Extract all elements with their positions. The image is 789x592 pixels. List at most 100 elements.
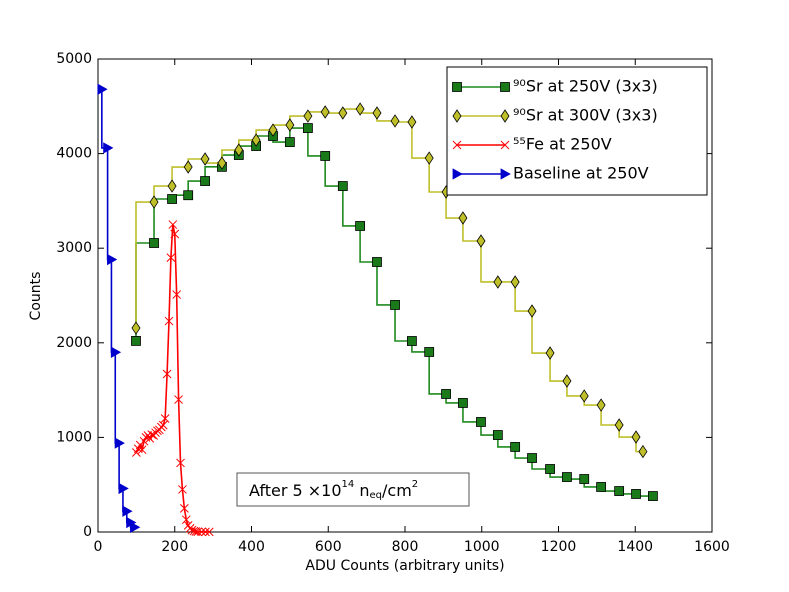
data-point xyxy=(562,472,572,482)
data-point xyxy=(193,527,203,537)
data-point xyxy=(303,109,313,123)
data-point xyxy=(596,482,606,492)
annotation-part: n xyxy=(354,481,369,500)
data-point xyxy=(170,229,180,239)
data-point xyxy=(390,114,400,128)
legend-label: ⁵⁵Fe at 250V xyxy=(513,135,612,154)
data-point xyxy=(167,179,177,193)
data-point xyxy=(458,211,468,225)
data-point xyxy=(562,374,572,388)
legend-marker xyxy=(452,82,462,92)
annotation-part: 2 xyxy=(412,479,418,490)
data-point xyxy=(493,275,503,289)
data-point xyxy=(162,369,172,379)
legend-label: ⁹⁰Sr at 250V (3x3) xyxy=(513,77,658,96)
data-point xyxy=(131,321,141,335)
y-tick-label: 0 xyxy=(83,524,92,540)
data-point xyxy=(103,142,114,154)
annotation-part: eq xyxy=(370,490,383,501)
data-point xyxy=(596,398,606,412)
data-point xyxy=(183,160,193,174)
data-point xyxy=(284,137,295,147)
data-point xyxy=(545,346,555,360)
data-point xyxy=(204,527,214,537)
data-point xyxy=(197,527,206,537)
x-tick-label: 1400 xyxy=(617,539,653,555)
annotation: After 5 ×1014 neq/cm2 xyxy=(249,479,418,501)
legend-marker xyxy=(452,140,462,150)
data-point xyxy=(320,105,330,119)
x-tick-label: 1000 xyxy=(464,539,500,555)
data-point xyxy=(110,346,122,358)
data-point xyxy=(545,464,555,474)
data-point xyxy=(407,336,417,346)
data-point xyxy=(320,151,331,161)
legend-marker xyxy=(452,168,463,180)
data-point xyxy=(424,347,435,357)
data-point xyxy=(510,275,520,289)
y-tick-label: 1000 xyxy=(56,429,92,445)
y-tick-label: 3000 xyxy=(56,240,92,256)
data-point xyxy=(201,527,210,537)
data-point xyxy=(268,123,278,137)
data-point xyxy=(458,398,468,408)
data-point xyxy=(217,156,227,170)
data-point xyxy=(137,445,147,455)
x-axis-label: ADU Counts (arbitrary units) xyxy=(305,558,504,574)
annotation-part: /cm xyxy=(382,481,412,500)
data-point xyxy=(149,195,159,209)
x-tick-label: 600 xyxy=(315,539,342,555)
annotation-box xyxy=(236,472,470,507)
data-point xyxy=(166,253,176,263)
y-axis-label: Counts xyxy=(28,272,44,321)
data-point xyxy=(114,437,125,449)
annotation-part: After 5 ×10 xyxy=(249,481,342,500)
data-point xyxy=(476,417,486,427)
data-point xyxy=(168,220,178,229)
data-point xyxy=(527,453,537,463)
legend-marker xyxy=(500,140,510,150)
data-point xyxy=(303,123,313,133)
data-point xyxy=(631,489,641,499)
legend-marker xyxy=(500,109,510,123)
data-point xyxy=(131,336,141,346)
x-tick-label: 1200 xyxy=(541,539,577,555)
legend-marker xyxy=(500,82,510,92)
data-point xyxy=(424,151,434,165)
x-tick-label: 0 xyxy=(94,539,103,555)
data-point xyxy=(167,194,177,204)
data-point xyxy=(172,290,182,299)
data-point xyxy=(476,234,486,248)
data-point xyxy=(337,181,348,191)
data-point xyxy=(181,515,191,525)
data-point xyxy=(579,389,589,403)
data-point xyxy=(149,238,159,248)
data-point xyxy=(510,442,521,452)
data-point xyxy=(441,389,451,399)
y-tick-label: 4000 xyxy=(56,146,92,162)
data-point xyxy=(130,521,141,533)
data-point xyxy=(118,482,129,495)
x-tick-label: 800 xyxy=(392,539,419,555)
data-point xyxy=(614,418,624,432)
data-point xyxy=(492,430,503,440)
data-point xyxy=(200,152,210,166)
annotation-part: 14 xyxy=(342,479,355,490)
data-point xyxy=(407,115,417,129)
data-point xyxy=(164,316,174,326)
x-tick-label: 1600 xyxy=(694,539,730,555)
data-point xyxy=(338,106,348,120)
data-point xyxy=(183,190,194,201)
data-point xyxy=(189,526,199,536)
data-point xyxy=(355,102,365,116)
data-point xyxy=(614,486,625,496)
data-point xyxy=(160,414,170,423)
data-point xyxy=(372,106,382,120)
x-tick-label: 400 xyxy=(238,539,265,555)
legend-label: Baseline at 250V xyxy=(513,164,649,183)
legend-marker xyxy=(452,109,462,123)
data-point xyxy=(251,133,261,147)
data-point xyxy=(648,491,658,501)
y-tick-label: 2000 xyxy=(56,335,92,351)
data-point xyxy=(285,118,295,132)
